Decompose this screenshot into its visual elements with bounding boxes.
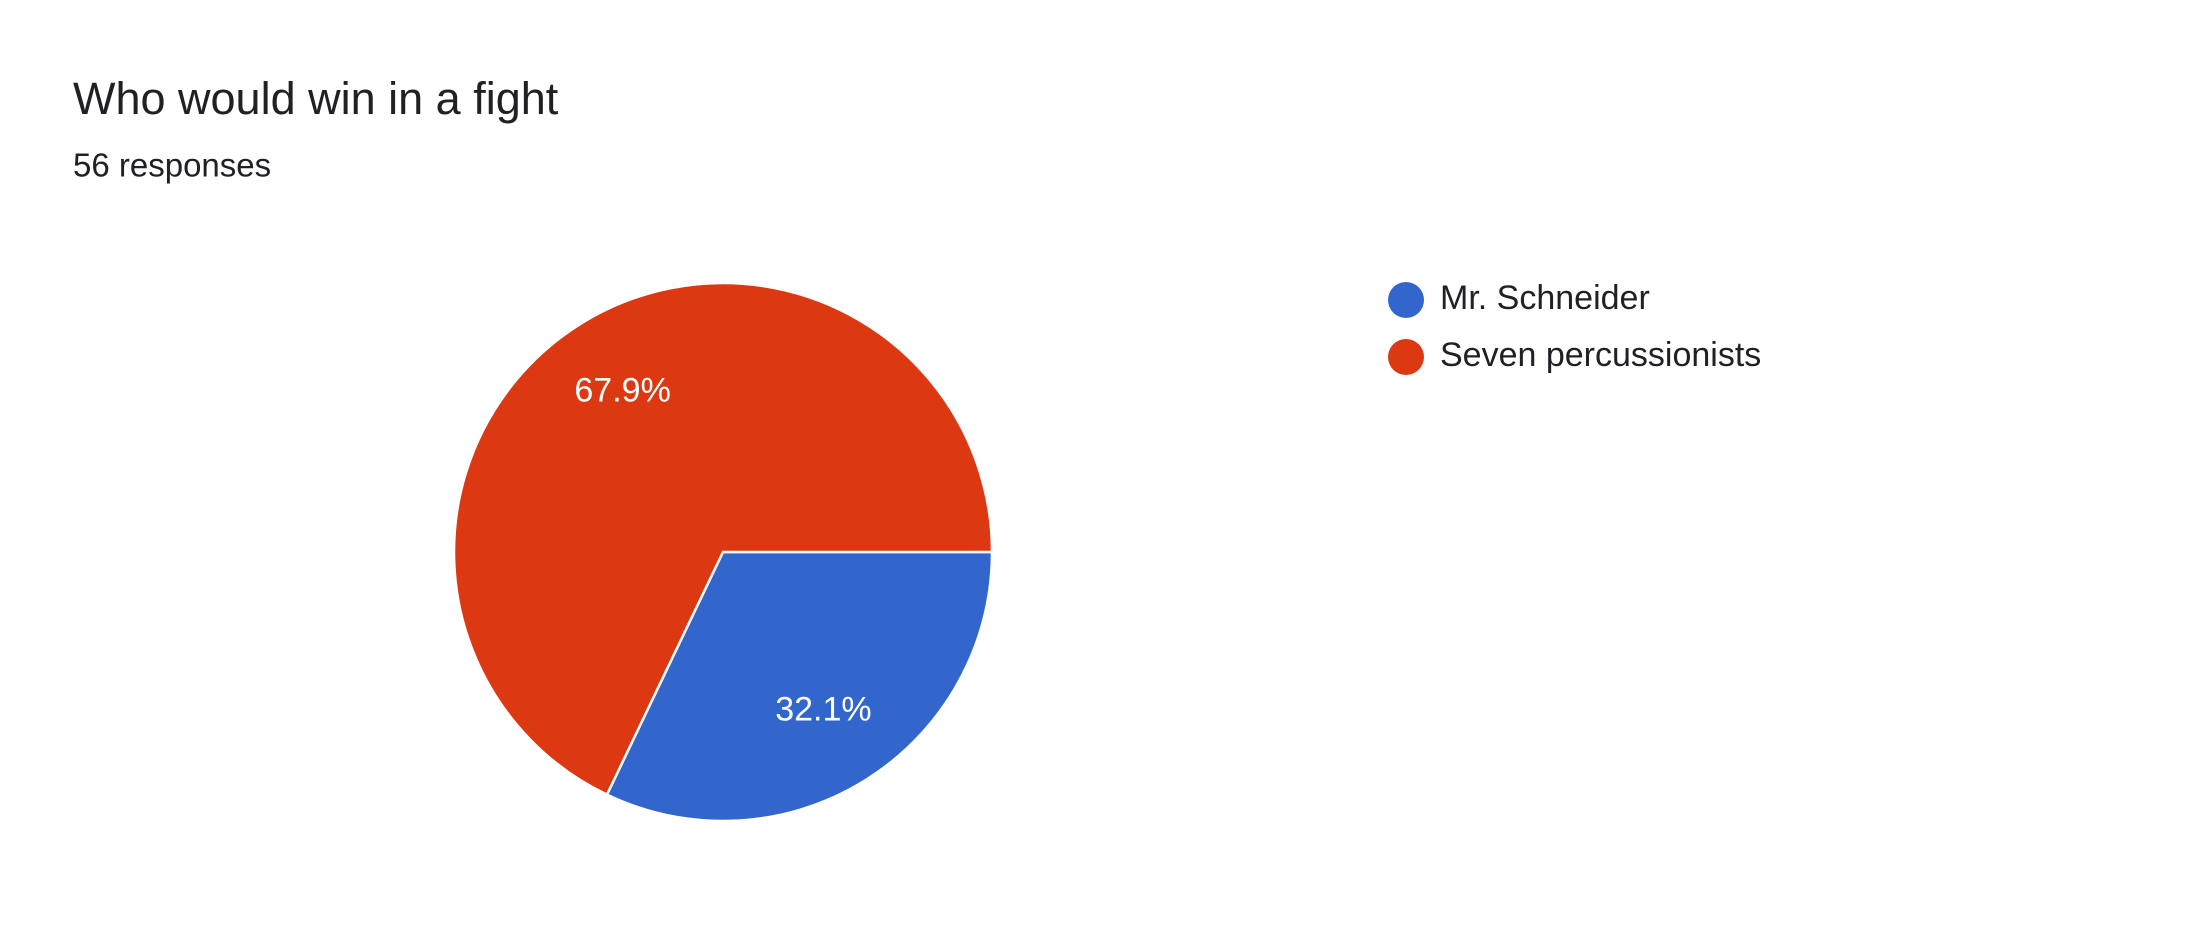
pie-slice [452, 281, 994, 797]
data-label: 67.9% [574, 372, 670, 410]
legend-marker [1388, 339, 1424, 375]
chart-subtitle: 56 responses [73, 147, 271, 184]
chart-title: Who would win in a fight [73, 73, 559, 124]
data-label: 32.1% [775, 690, 871, 728]
legend-label: Mr. Schneider [1440, 279, 1650, 317]
pie-slice [605, 550, 994, 823]
legend-marker [1388, 282, 1424, 318]
legend-label: Seven percussionists [1440, 336, 1761, 374]
